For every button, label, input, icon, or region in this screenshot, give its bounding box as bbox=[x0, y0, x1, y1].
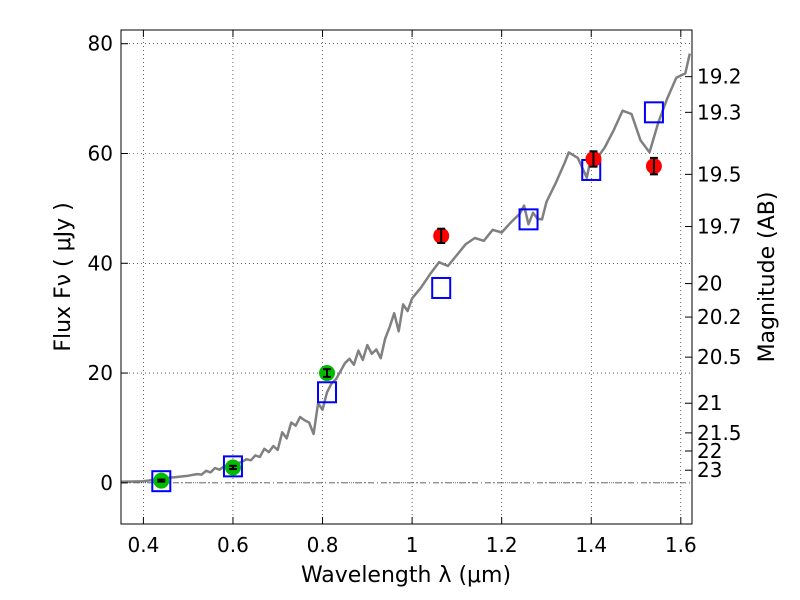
mag-tick-label: 20.2 bbox=[697, 305, 742, 329]
y-tick-label: 20 bbox=[88, 361, 113, 385]
model-point-square bbox=[151, 470, 172, 493]
x-tick-label: 0.8 bbox=[307, 533, 339, 557]
mag-tick-label: 19.5 bbox=[697, 162, 742, 186]
y-tick-label: 80 bbox=[88, 32, 113, 56]
model-point-square bbox=[431, 276, 452, 299]
spectrum-line bbox=[120, 53, 692, 483]
mag-tick-label: 23 bbox=[697, 458, 722, 482]
mag-tick-label: 19.2 bbox=[697, 65, 742, 89]
mag-tick-label: 20 bbox=[697, 272, 722, 296]
x-tick-label: 1 bbox=[406, 533, 419, 557]
model-point-square bbox=[643, 101, 664, 124]
x-tick-label: 0.4 bbox=[127, 533, 159, 557]
x-tick-label: 1.2 bbox=[486, 533, 518, 557]
model-point-square bbox=[518, 208, 539, 231]
y-tick-label: 0 bbox=[100, 471, 113, 495]
model-point-square bbox=[317, 381, 338, 404]
x-tick-label: 1.4 bbox=[575, 533, 607, 557]
y-tick-label: 40 bbox=[88, 251, 113, 275]
x-axis-label: Wavelength λ (μm) bbox=[301, 563, 511, 588]
x-tick-label: 0.6 bbox=[217, 533, 249, 557]
plot-frame bbox=[120, 29, 693, 525]
y-axis-label: Flux Fν ( μJy ) bbox=[51, 202, 76, 351]
x-tick-label: 1.6 bbox=[665, 533, 697, 557]
mag-tick-label: 19.7 bbox=[697, 215, 742, 239]
mag-tick-label: 22 bbox=[697, 439, 722, 463]
model-point-square bbox=[222, 455, 243, 478]
mag-tick-label: 21 bbox=[697, 391, 722, 415]
y-tick-label: 60 bbox=[88, 142, 113, 166]
grid-lines bbox=[121, 30, 692, 524]
chart-marks bbox=[120, 53, 692, 493]
mag-tick-label: 20.5 bbox=[697, 345, 742, 369]
y2-axis-label: Magnitude (AB) bbox=[755, 192, 780, 363]
axis-ticks: 0.4 0.6 0.8 1 1.2 1.4 1.6 0 20 40 60 80 19.2 19.3 19.5… bbox=[88, 30, 742, 557]
mag-tick-label: 19.3 bbox=[697, 100, 742, 124]
mag-tick-label: 21.5 bbox=[697, 421, 742, 445]
